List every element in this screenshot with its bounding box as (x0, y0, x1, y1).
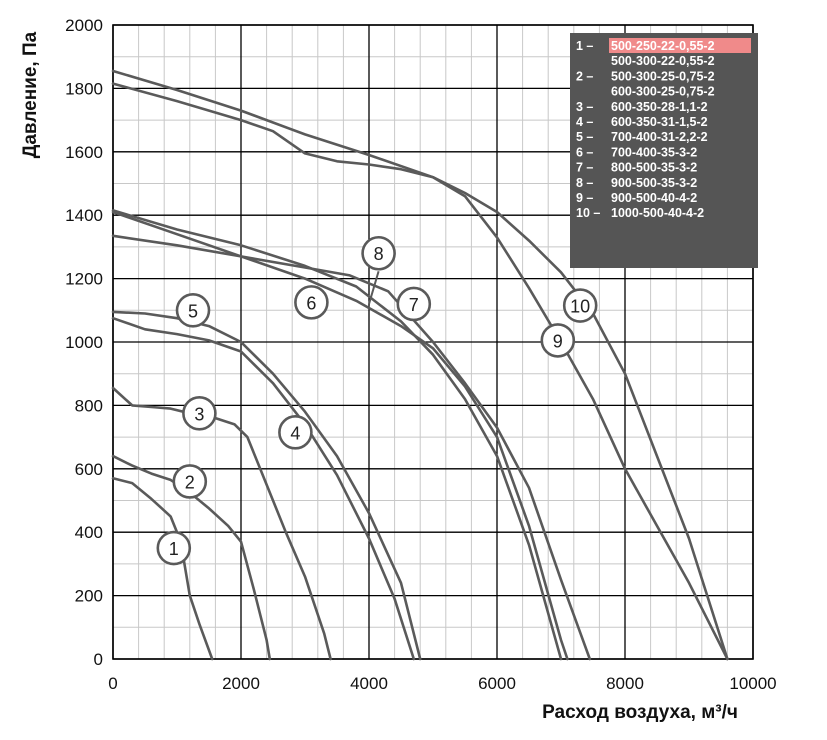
legend-entry: 1000-500-40-4-2 (611, 206, 704, 220)
x-tick-label: 0 (108, 674, 117, 693)
curve-badges: 1 2 3 4 5 6 7 8 9 10 (156, 235, 598, 566)
legend-label-8: 8 – (576, 176, 593, 190)
curve-8 (111, 210, 569, 661)
curve-badge-1: 1 (156, 530, 192, 566)
y-tick-label: 1600 (65, 143, 103, 162)
curve-badge-6: 6 (294, 285, 329, 320)
y-tick-label: 1800 (65, 79, 103, 98)
legend-entry: 500-300-25-0,75-2 (611, 69, 715, 83)
legend-entry: 700-400-35-3-2 (611, 145, 697, 159)
badge-label: 8 (374, 244, 384, 264)
badge-label: 2 (185, 472, 195, 492)
badge-circle (156, 530, 192, 566)
badge-circle (540, 323, 576, 358)
curve-2 (111, 454, 272, 661)
legend-label-2: 2 – (576, 69, 593, 83)
y-tick-label: 0 (94, 650, 103, 669)
x-tick-label: 10000 (729, 674, 776, 693)
badge-circle (361, 235, 396, 271)
curve-9 (111, 82, 729, 661)
curve-10 (111, 69, 729, 661)
badge-circle (175, 292, 211, 328)
y-tick-label: 600 (75, 460, 103, 479)
curve-badge-10: 10 (562, 288, 598, 323)
curve-badge-2: 2 (172, 464, 208, 499)
x-axis-title: Расход воздуха, м³/ч (542, 702, 738, 723)
curve-1 (111, 477, 214, 661)
badge-label: 1 (169, 539, 179, 559)
x-tick-label: 4000 (350, 674, 388, 693)
curve-badge-8: 8 (361, 235, 396, 271)
y-tick-label: 200 (75, 587, 103, 606)
badge-label: 10 (570, 297, 590, 317)
x-tick-label: 2000 (222, 674, 260, 693)
badge-circle (294, 285, 329, 320)
curve-badge-7: 7 (396, 286, 432, 322)
curve-badge-9: 9 (540, 323, 576, 358)
legend-label-7: 7 – (576, 161, 593, 175)
legend-entry: 600-300-25-0,75-2 (611, 85, 715, 99)
y-axis-title: Давление, Па (20, 31, 41, 158)
badge-label: 3 (194, 404, 204, 424)
y-tick-label: 1400 (65, 206, 103, 225)
y-tick-label: 1200 (65, 270, 103, 289)
major-grid (112, 24, 754, 660)
legend-box (570, 33, 758, 268)
legend-label-4: 4 – (576, 115, 593, 129)
legend-label-5: 5 – (576, 130, 593, 144)
y-tick-label: 1000 (65, 333, 103, 352)
curve-5 (111, 310, 422, 661)
badge-circle (396, 286, 432, 322)
legend-label-3: 3 – (576, 100, 593, 114)
x-tick-label: 8000 (606, 674, 644, 693)
legend-entry: 600-350-31-1,5-2 (611, 115, 708, 129)
legend-entry: 800-500-35-3-2 (611, 161, 697, 175)
badge-label: 9 (553, 331, 563, 351)
curve-6 (111, 209, 563, 661)
legend-label-6: 6 – (576, 145, 593, 159)
badge-label: 5 (188, 301, 198, 321)
plot-frame (112, 24, 754, 660)
y-tick-label: 2000 (65, 16, 103, 35)
legend-entry: 500-300-22-0,55-2 (611, 54, 715, 68)
curve-badge-4: 4 (278, 415, 313, 450)
legend-label-9: 9 – (576, 191, 593, 205)
legend-entry: 900-500-35-3-2 (611, 176, 697, 190)
leader-line-8 (368, 270, 380, 305)
legend-label-1: 1 – (576, 39, 593, 53)
curve-badge-3: 3 (182, 396, 217, 431)
curve-4 (111, 316, 416, 661)
y-tick-label: 800 (75, 396, 103, 415)
badge-label: 7 (409, 295, 419, 315)
badge-circle (278, 415, 313, 450)
badge-label: 6 (306, 293, 316, 313)
legend-entry: 500-250-22-0,55-2 (611, 39, 715, 53)
badge-circle (172, 464, 208, 499)
badge-circle (562, 288, 598, 323)
legend-entry: 600-350-28-1,1-2 (611, 100, 708, 114)
legend-highlight (609, 38, 751, 53)
y-tick-label: 400 (75, 523, 103, 542)
axis-ticks: 0 2000 4000 6000 8000 10000 0 200 400 600 800 1000 1… (65, 16, 776, 693)
badge-label: 4 (290, 423, 300, 443)
legend-label-10: 10 – (576, 206, 600, 220)
curve-3 (111, 386, 332, 661)
curve-badge-5: 5 (175, 292, 211, 328)
legend-entry: 700-400-31-2,2-2 (611, 130, 708, 144)
x-tick-label: 6000 (478, 674, 516, 693)
legend-entry: 900-500-40-4-2 (611, 191, 697, 205)
badge-circle (182, 396, 217, 431)
